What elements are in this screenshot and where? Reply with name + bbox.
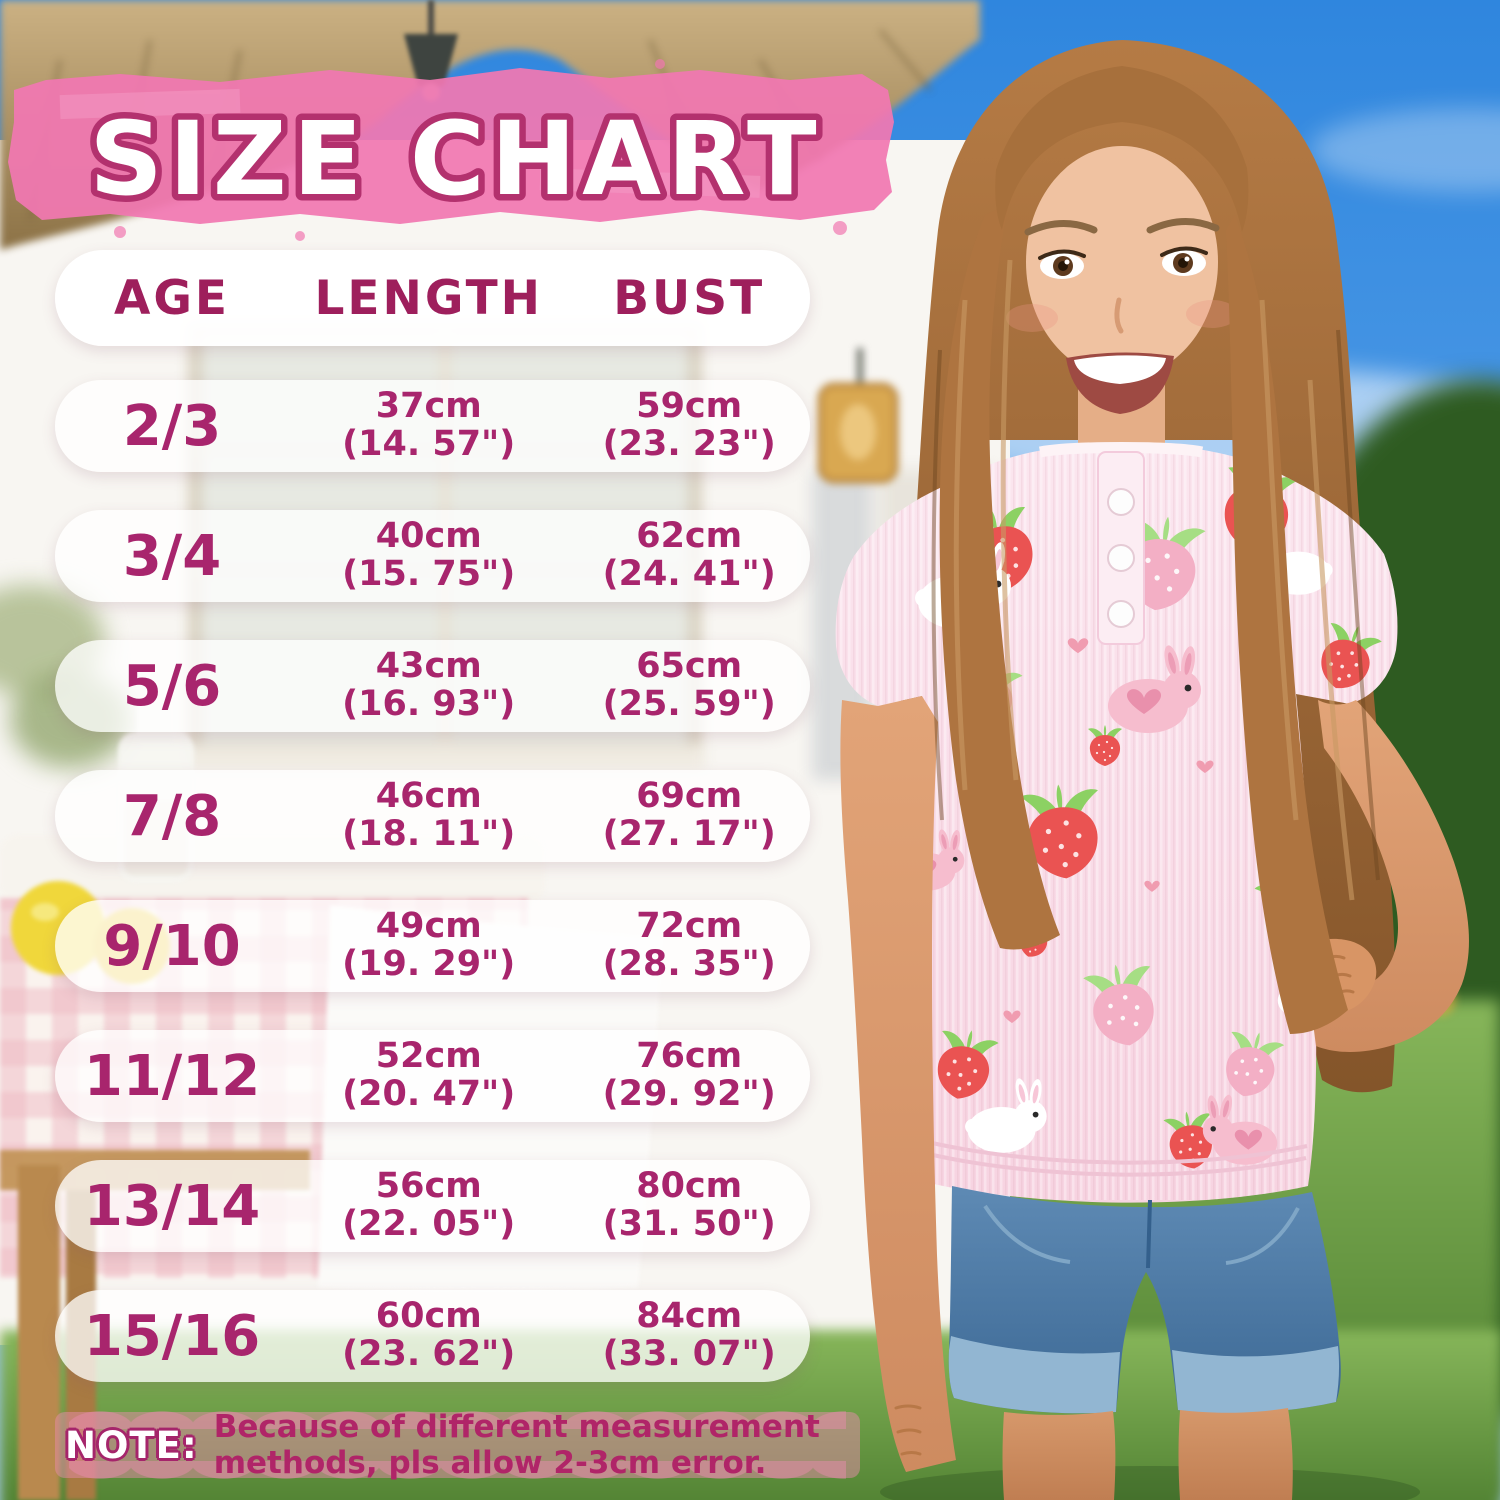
bust-inch: (28. 35") — [602, 944, 776, 984]
length-inch: (23. 62") — [342, 1334, 516, 1374]
bust-cm: 65cm — [636, 646, 743, 687]
size-table-row: 13/14 56cm (22. 05") 80cm (31. 50") — [55, 1160, 810, 1252]
length-inch: (22. 05") — [342, 1204, 516, 1244]
length-cm: 56cm — [375, 1166, 482, 1207]
girl-hair-back — [873, 40, 1396, 1093]
size-table-row: 2/3 37cm (14. 57") 59cm (23. 23") — [55, 380, 810, 472]
nose — [1114, 297, 1124, 334]
note-text: Because of different measurement methods… — [213, 1409, 820, 1481]
eye-right — [1160, 246, 1208, 276]
bust-cm: 80cm — [636, 1166, 743, 1207]
bust-cm: 84cm — [636, 1296, 743, 1337]
buttons — [1107, 488, 1135, 628]
bust-cm: 76cm — [636, 1036, 743, 1077]
header-length: LENGTH — [314, 270, 543, 326]
size-table-row: 11/12 52cm (20. 47") 76cm (29. 92") — [55, 1030, 810, 1122]
bust-inch: (25. 59") — [602, 684, 776, 724]
bust-inch: (24. 41") — [602, 554, 776, 594]
age-value: 13/14 — [83, 1173, 261, 1239]
bust-inch: (27. 17") — [602, 814, 776, 854]
hand-left — [894, 1404, 922, 1456]
table-header-row: AGE LENGTH BUST — [55, 250, 810, 346]
bust-inch: (33. 07") — [602, 1334, 776, 1374]
header-age: AGE — [113, 270, 231, 326]
age-value: 9/10 — [103, 913, 241, 979]
age-value: 5/6 — [122, 653, 222, 719]
age-value: 7/8 — [122, 783, 222, 849]
note-bar: NOTE: Because of different measurement m… — [55, 1397, 860, 1493]
header-bust: BUST — [613, 270, 766, 326]
length-cm: 37cm — [375, 386, 482, 427]
neckline — [1038, 442, 1204, 458]
bust-cm: 59cm — [636, 386, 743, 427]
cuff-left — [948, 1336, 1120, 1414]
title-text: SIZE CHART — [89, 100, 822, 219]
size-table-row: 5/6 43cm (16. 93") 65cm (25. 59") — [55, 640, 810, 732]
size-chart-title: SIZE CHART — [0, 52, 920, 262]
size-table-row: 9/10 49cm (19. 29") 72cm (28. 35") — [55, 900, 810, 992]
size-table-row: 15/16 60cm (23. 62") 84cm (33. 07") — [55, 1290, 810, 1382]
age-value: 3/4 — [122, 523, 222, 589]
length-inch: (20. 47") — [342, 1074, 516, 1114]
girl-face — [1006, 146, 1238, 414]
length-cm: 60cm — [375, 1296, 482, 1337]
smile — [1066, 352, 1174, 414]
cuff-right — [1172, 1346, 1340, 1414]
note-scallop-band — [55, 1397, 860, 1493]
eye-left — [1038, 249, 1086, 279]
eyebrow-right — [1146, 217, 1220, 234]
girl-hair-front — [931, 66, 1380, 1034]
bust-inch: (29. 92") — [602, 1074, 776, 1114]
girl-shorts — [948, 1186, 1341, 1414]
length-cm: 46cm — [375, 776, 482, 817]
age-value: 11/12 — [83, 1043, 261, 1109]
length-cm: 52cm — [375, 1036, 482, 1077]
length-inch: (14. 57") — [342, 424, 516, 464]
girl-legs — [1002, 1408, 1293, 1500]
girl-photo — [835, 40, 1469, 1500]
length-cm: 49cm — [375, 906, 482, 947]
length-inch: (18. 11") — [342, 814, 516, 854]
size-table-row: 7/8 46cm (18. 11") 69cm (27. 17") — [55, 770, 810, 862]
length-cm: 40cm — [375, 516, 482, 557]
bust-cm: 72cm — [636, 906, 743, 947]
bust-cm: 62cm — [636, 516, 743, 557]
note-label: NOTE: — [65, 1423, 198, 1467]
eyebrow-left — [1024, 219, 1098, 236]
wall-lamp — [817, 348, 899, 484]
age-value: 15/16 — [83, 1303, 261, 1369]
bust-inch: (31. 50") — [602, 1204, 776, 1244]
length-inch: (19. 29") — [342, 944, 516, 984]
hem-stitch-1 — [919, 1150, 1307, 1177]
bust-inch: (23. 23") — [602, 424, 776, 464]
hem-stitch-2 — [918, 1138, 1308, 1165]
length-cm: 43cm — [375, 646, 482, 687]
age-value: 2/3 — [122, 393, 222, 459]
pink-brush-stroke — [8, 59, 894, 241]
size-table-row: 3/4 40cm (15. 75") 62cm (24. 41") — [55, 510, 810, 602]
bust-cm: 69cm — [636, 776, 743, 817]
length-inch: (16. 93") — [342, 684, 516, 724]
girl-arm-left — [840, 696, 956, 1472]
length-inch: (15. 75") — [342, 554, 516, 594]
